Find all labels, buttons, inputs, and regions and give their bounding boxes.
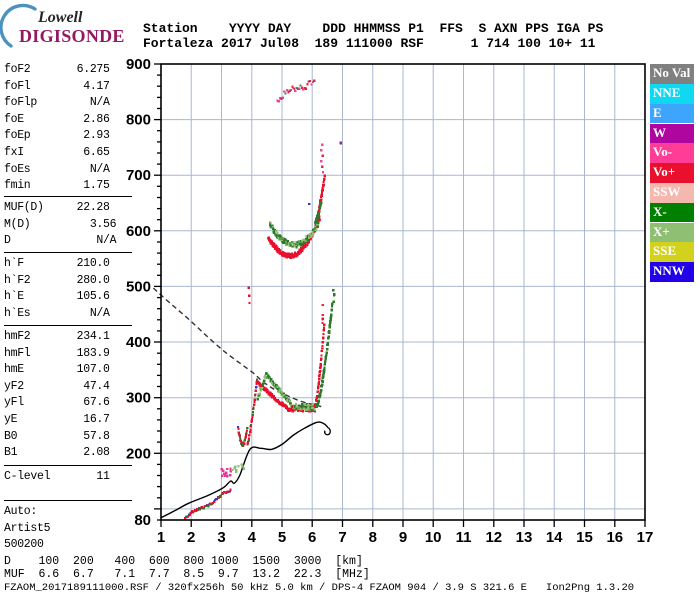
svg-text:12: 12: [485, 529, 502, 546]
svg-text:15: 15: [576, 529, 593, 546]
svg-text:800: 800: [126, 112, 151, 129]
svg-text:2: 2: [187, 529, 195, 546]
svg-text:300: 300: [126, 390, 151, 407]
svg-text:5: 5: [278, 529, 286, 546]
svg-text:4: 4: [248, 529, 257, 546]
svg-text:8: 8: [369, 529, 377, 546]
svg-text:3: 3: [217, 529, 225, 546]
svg-text:900: 900: [126, 56, 151, 73]
svg-text:1: 1: [157, 529, 165, 546]
svg-text:7: 7: [338, 529, 346, 546]
svg-text:16: 16: [606, 529, 623, 546]
svg-text:14: 14: [546, 529, 563, 546]
svg-text:13: 13: [516, 529, 533, 546]
svg-text:80: 80: [134, 512, 151, 529]
svg-text:9: 9: [399, 529, 407, 546]
svg-text:200: 200: [126, 445, 151, 462]
svg-text:400: 400: [126, 334, 151, 351]
svg-text:6: 6: [308, 529, 316, 546]
svg-text:500: 500: [126, 278, 151, 295]
svg-text:11: 11: [456, 529, 472, 546]
svg-text:600: 600: [126, 223, 151, 240]
svg-text:17: 17: [637, 529, 654, 546]
svg-text:10: 10: [425, 529, 442, 546]
svg-text:700: 700: [126, 167, 151, 184]
